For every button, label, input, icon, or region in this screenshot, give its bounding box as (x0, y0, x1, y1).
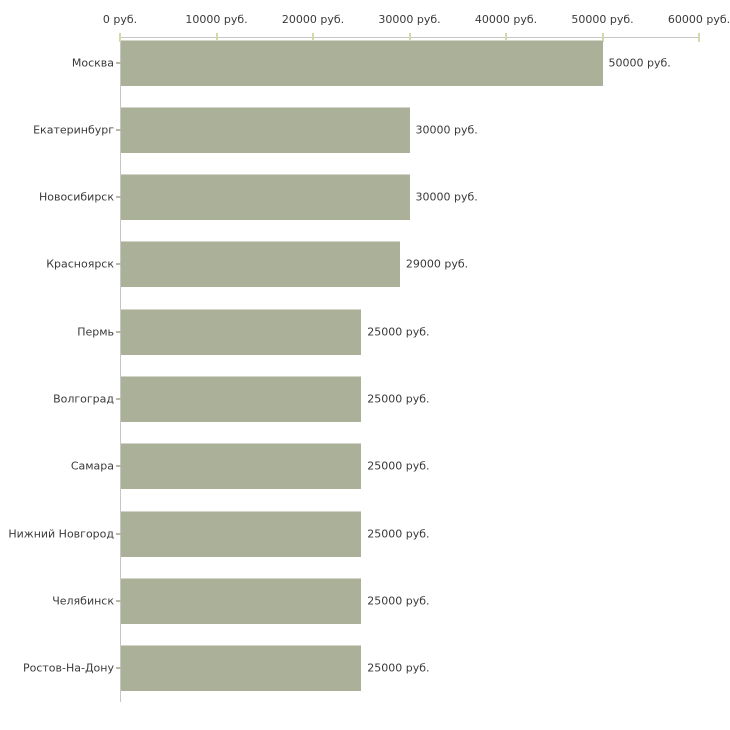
x-axis-tick (408, 33, 411, 42)
bar (121, 174, 410, 221)
category-label: Ростов-На-Дону (22, 661, 114, 675)
value-label: 30000 руб. (415, 190, 478, 204)
x-axis-tick (215, 33, 218, 42)
category-tick (116, 532, 121, 535)
category-label: Москва (71, 56, 114, 69)
bar (121, 241, 400, 288)
bar (121, 510, 362, 557)
category-label: Красноярск (46, 257, 114, 271)
value-label: 25000 руб. (367, 325, 430, 339)
category-tick (116, 330, 121, 333)
category-label: Новосибирск (38, 190, 114, 204)
category-label: Челябинск (52, 594, 114, 608)
x-axis-tick-label: 10000 руб. (185, 13, 248, 26)
category-tick (116, 196, 121, 199)
value-label: 25000 руб. (367, 527, 430, 541)
y-axis-line (120, 37, 121, 702)
category-tick (116, 398, 121, 401)
category-tick (116, 465, 121, 468)
bar (121, 578, 362, 625)
category-label: Волгоград (53, 392, 114, 406)
value-label: 25000 руб. (367, 392, 430, 406)
bar (121, 443, 362, 490)
x-axis-tick-label: 20000 руб. (281, 13, 345, 26)
category-tick (116, 667, 121, 670)
value-label: 25000 руб. (367, 594, 430, 608)
category-label: Пермь (77, 325, 114, 339)
bar (121, 308, 362, 355)
x-axis-tick (312, 33, 314, 42)
x-axis-tick (698, 33, 700, 42)
value-label: 29000 руб. (405, 257, 469, 271)
x-axis-tick-label: 50000 руб. (571, 13, 634, 26)
bar (121, 106, 410, 153)
x-axis-tick-label: 40000 руб. (474, 13, 538, 26)
x-axis-tick (601, 33, 604, 42)
bar (121, 376, 362, 423)
value-label: 25000 руб. (367, 661, 430, 675)
value-label: 25000 руб. (367, 459, 430, 473)
bar (121, 645, 362, 692)
category-tick (116, 61, 121, 64)
category-label: Нижний Новгород (8, 527, 114, 541)
x-axis-tick (119, 33, 121, 42)
x-axis-tick-label: 60000 руб. (667, 13, 730, 26)
x-axis-tick-label: 0 руб. (102, 13, 138, 26)
bar (121, 39, 603, 86)
category-label: Самара (70, 459, 114, 473)
category-label: Екатеринбург (33, 123, 114, 137)
category-tick (116, 128, 121, 131)
x-axis-tick-label: 30000 руб. (378, 13, 441, 26)
category-tick (116, 263, 121, 266)
value-label: 30000 руб. (415, 123, 478, 137)
category-tick (116, 600, 121, 603)
x-axis-tick (505, 33, 507, 42)
value-label: 50000 руб. (608, 56, 671, 69)
